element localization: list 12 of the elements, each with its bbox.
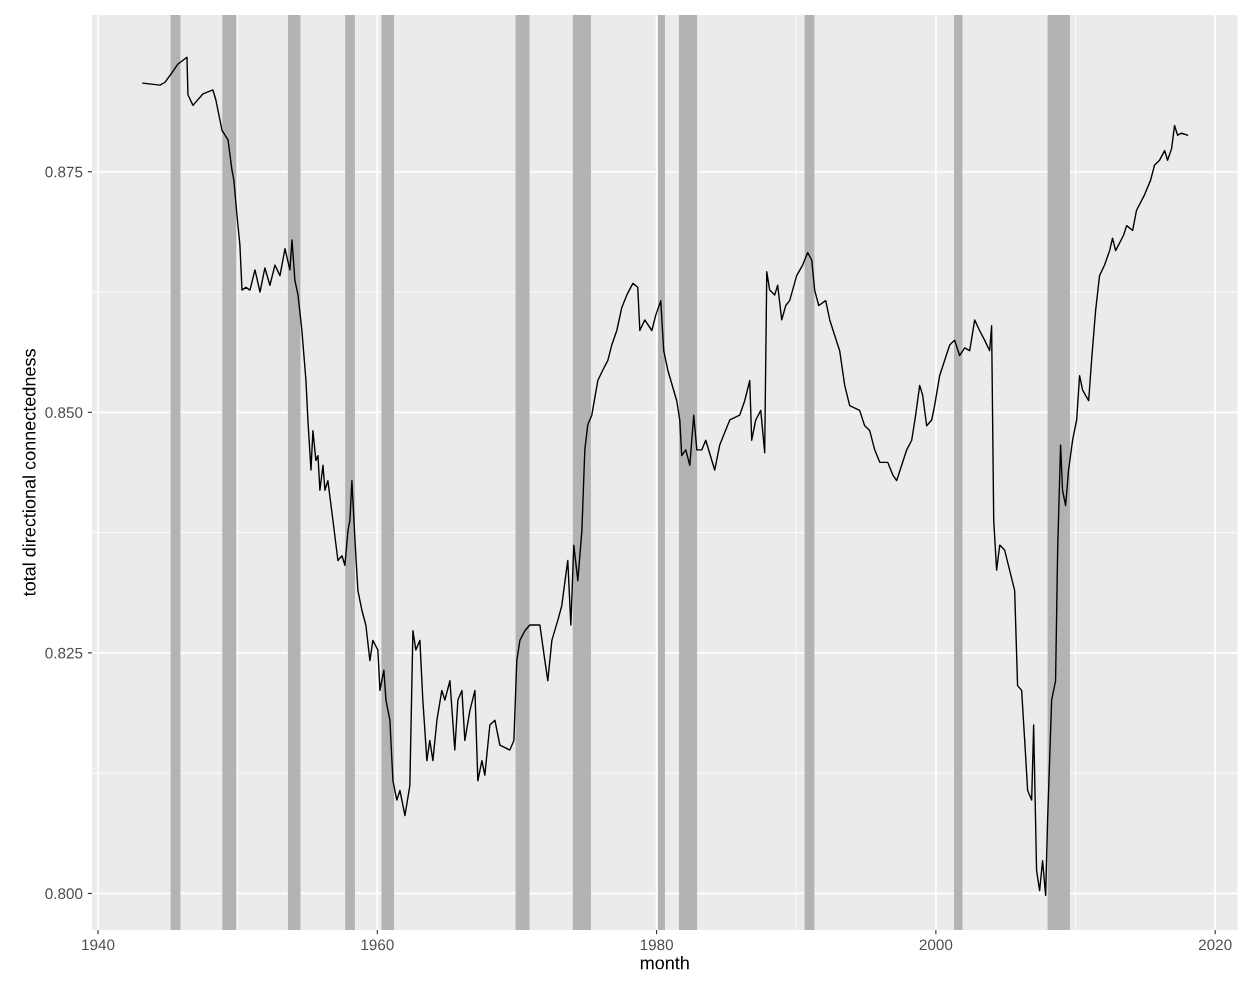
x-tick-label: 2020 [1198,939,1232,951]
x-axis-title: month [640,956,689,970]
y-tick-label: 0.825 [45,647,83,659]
y-tick-label: 0.850 [45,407,83,418]
line-series [142,56,1189,897]
y-tick-label: 0.800 [45,888,83,900]
x-tick-label: 1940 [82,939,115,951]
x-tick-label: 1980 [640,939,673,951]
y-tick-label: 0.875 [45,166,83,178]
y-axis-title: total directional connectedness [22,349,36,597]
x-tick-label: 2000 [919,939,953,951]
x-tick-label: 1960 [361,939,394,951]
